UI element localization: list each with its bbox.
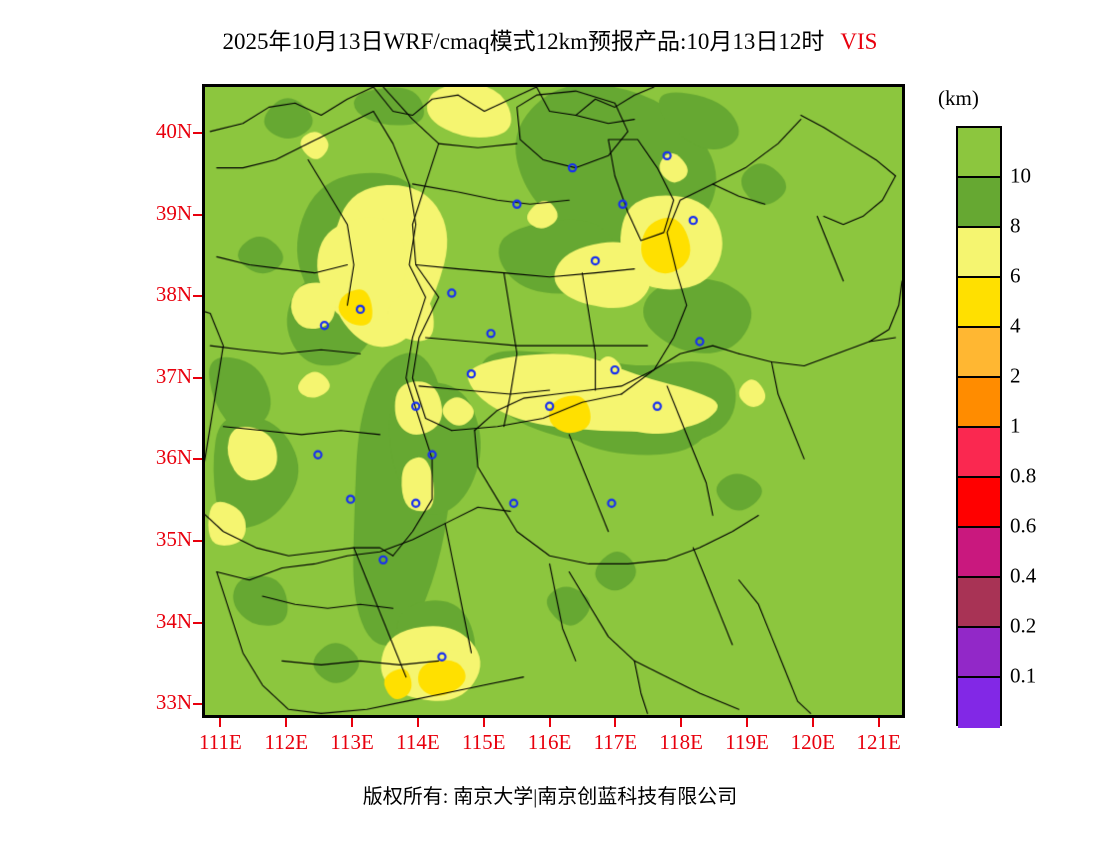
lon-tick-mark xyxy=(877,718,880,727)
lat-tick-mark xyxy=(193,621,202,624)
lat-tick-mark xyxy=(193,703,202,706)
lon-tick-label: 119E xyxy=(725,730,769,754)
title-main-text: 2025年10月13日WRF/cmaq模式12km预报产品:10月13日12时 xyxy=(222,29,825,54)
colorbar-band xyxy=(958,528,1000,578)
colorbar-band xyxy=(958,278,1000,328)
colorbar-band xyxy=(958,628,1000,678)
colorbar-band xyxy=(958,428,1000,478)
lat-tick-mark xyxy=(193,539,202,542)
map-contour-canvas xyxy=(205,87,902,715)
colorbar-band xyxy=(958,328,1000,378)
forecast-map[interactable] xyxy=(202,84,905,718)
colorbar-tick-label: 6 xyxy=(1010,263,1021,288)
colorbar-tick-label: 10 xyxy=(1010,163,1031,188)
colorbar-tick-label: 1 xyxy=(1010,413,1021,438)
lon-tick-label: 111E xyxy=(199,730,242,754)
lat-tick-mark xyxy=(193,295,202,298)
lat-tick-label: 38N xyxy=(155,282,192,307)
colorbar-tick-label: 8 xyxy=(1010,213,1021,238)
copyright-footer: 版权所有: 南京大学|南京创蓝科技有限公司 xyxy=(362,786,738,808)
lat-tick-mark xyxy=(193,376,202,379)
lon-tick-label: 117E xyxy=(593,730,638,754)
lat-tick-label: 37N xyxy=(155,363,192,388)
lon-tick-mark xyxy=(219,718,222,727)
lat-tick-label: 33N xyxy=(155,690,192,715)
colorbar-tick-label: 0.2 xyxy=(1010,613,1037,638)
lon-tick-mark xyxy=(811,718,814,727)
colorbar-tick-label: 2 xyxy=(1010,363,1021,388)
colorbar-band xyxy=(958,478,1000,528)
colorbar-band xyxy=(958,228,1000,278)
chart-title: 2025年10月13日WRF/cmaq模式12km预报产品:10月13日12时 V… xyxy=(0,22,1100,56)
lon-tick-mark xyxy=(351,718,354,727)
lat-tick-mark xyxy=(193,131,202,134)
colorbar[interactable] xyxy=(956,126,1002,728)
lat-tick-label: 35N xyxy=(155,526,192,551)
lat-tick-mark xyxy=(193,458,202,461)
lon-tick-label: 112E xyxy=(264,730,309,754)
lon-tick-mark xyxy=(614,718,617,727)
colorbar-unit-label: (km) xyxy=(938,86,979,110)
lon-tick-label: 116E xyxy=(527,730,572,754)
lat-tick-label: 34N xyxy=(155,608,192,633)
colorbar-band xyxy=(958,178,1000,228)
lon-tick-label: 113E xyxy=(330,730,374,754)
lon-tick-mark xyxy=(482,718,485,727)
lon-tick-label: 115E xyxy=(461,730,506,754)
colorbar-tick-label: 0.4 xyxy=(1010,563,1037,588)
lon-tick-mark xyxy=(680,718,683,727)
title-variable-label: VIS xyxy=(840,29,878,54)
colorbar-band xyxy=(958,378,1000,428)
lon-tick-mark xyxy=(416,718,419,727)
lon-tick-label: 121E xyxy=(856,730,901,754)
lat-tick-label: 36N xyxy=(155,445,192,470)
colorbar-band xyxy=(958,578,1000,628)
colorbar-band xyxy=(958,678,1000,728)
lon-tick-label: 120E xyxy=(790,730,835,754)
colorbar-band xyxy=(958,128,1000,178)
colorbar-tick-label: 4 xyxy=(1010,313,1021,338)
lon-tick-label: 114E xyxy=(396,730,440,754)
lat-tick-mark xyxy=(193,213,202,216)
colorbar-tick-label: 0.1 xyxy=(1010,663,1037,688)
colorbar-tick-label: 0.6 xyxy=(1010,513,1037,538)
lon-tick-mark xyxy=(285,718,288,727)
lon-tick-mark xyxy=(548,718,551,727)
lat-tick-label: 40N xyxy=(155,118,192,143)
lat-tick-label: 39N xyxy=(155,200,192,225)
lon-tick-mark xyxy=(746,718,749,727)
lon-tick-label: 118E xyxy=(659,730,703,754)
colorbar-tick-label: 0.8 xyxy=(1010,463,1037,488)
